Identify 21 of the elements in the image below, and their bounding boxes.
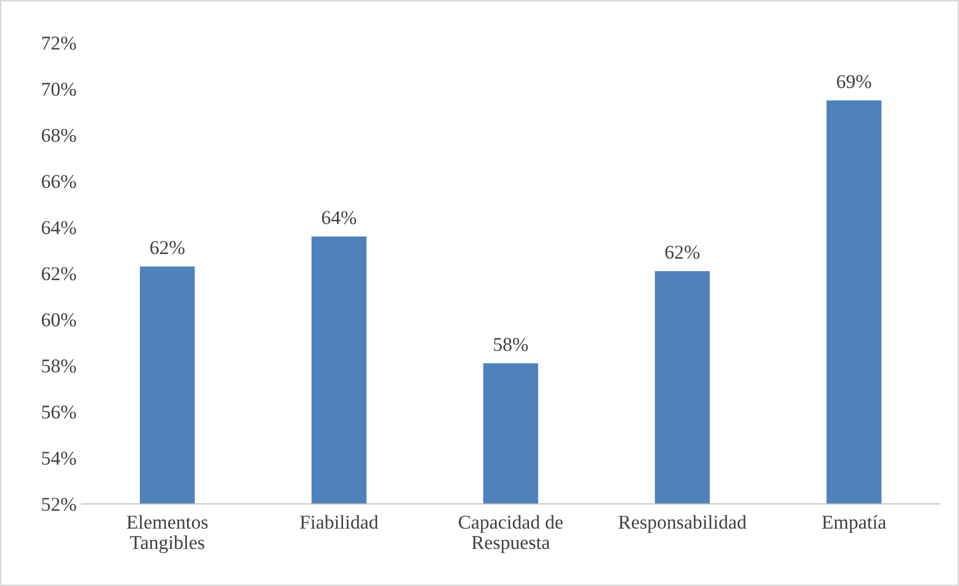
y-tick-label: 72% (42, 36, 76, 50)
data-label: 64% (322, 211, 356, 224)
data-label: 69% (837, 75, 872, 88)
y-tick-label: 58% (42, 359, 76, 373)
y-tick-label: 62% (42, 267, 76, 280)
x-tick-label: Elementos Tangibles (126, 515, 208, 554)
x-tick-label: Responsabilidad (618, 515, 746, 533)
data-label: 62% (150, 241, 185, 254)
y-tick-label: 68% (42, 128, 76, 142)
data-label: 62% (665, 246, 700, 259)
data-label: 58% (494, 338, 528, 352)
x-tick-label: Capacidad de Respuesta (458, 515, 563, 554)
y-tick-label: 70% (42, 82, 76, 96)
y-tick-label: 64% (42, 221, 76, 234)
y-tick-label: 60% (42, 313, 76, 326)
x-tick-label: Fiabilidad (300, 515, 378, 529)
x-tick-label: Empatía (822, 515, 886, 533)
y-tick-label: 52% (42, 498, 76, 511)
y-tick-label: 56% (42, 406, 76, 419)
y-tick-label: 54% (42, 452, 76, 465)
y-tick-label: 66% (42, 174, 76, 188)
